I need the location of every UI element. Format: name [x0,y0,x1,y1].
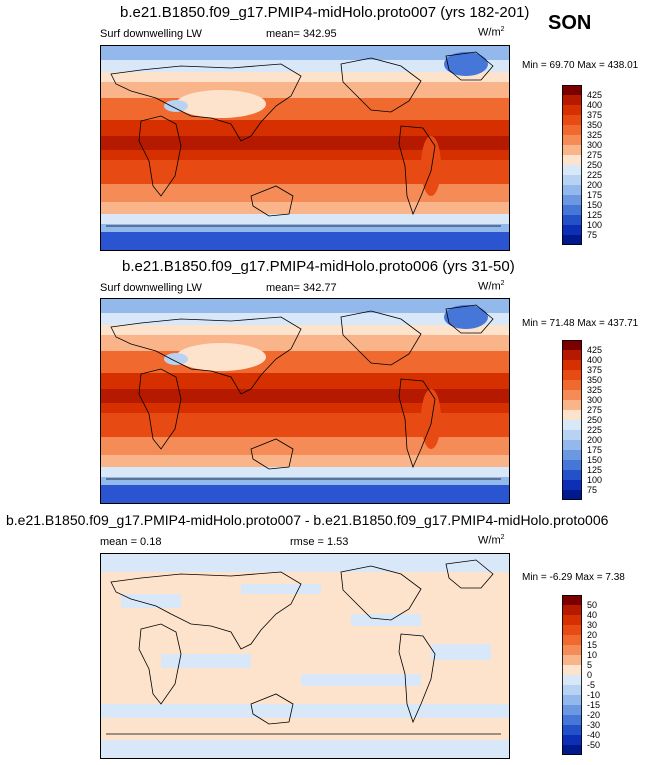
cb-label: 375 [587,110,603,120]
cb-label: 10 [587,650,598,660]
panel1-mean: mean= 342.95 [266,28,337,40]
cb-label: 200 [587,435,603,445]
cb-label: 425 [587,90,603,100]
cb-label: 300 [587,140,603,150]
panel1-units: W/m2 [478,26,505,39]
cb-label: 175 [587,445,603,455]
cb-label: 325 [587,130,603,140]
cb-label: 75 [587,230,598,240]
panel3-map [100,553,510,759]
panel1-map-svg [101,46,509,250]
panel1-variable-label: Surf downwelling LW [100,28,202,40]
cb-label: -10 [587,690,601,700]
panel3-rmse: rmse = 1.53 [290,536,349,548]
cb-label: -5 [587,680,596,690]
cb-label: 125 [587,210,603,220]
cb-label: -20 [587,710,601,720]
cb-label: 400 [587,355,603,365]
cb-label: -30 [587,720,601,730]
panel3-title: b.e21.B1850.f09_g17.PMIP4-midHolo.proto0… [6,512,609,528]
cb-label: -50 [587,740,601,750]
panel2-colorbar-svg [562,340,582,500]
cb-label: 175 [587,190,603,200]
panel3-mean: mean = 0.18 [100,536,162,548]
cb-label: 375 [587,365,603,375]
cb-label: 350 [587,120,603,130]
cb-label: 225 [587,425,603,435]
cb-label: 100 [587,475,603,485]
cb-label: 250 [587,160,603,170]
cb-label: 125 [587,465,603,475]
cb-label: 5 [587,660,593,670]
panel2-mean: mean= 342.77 [266,282,337,294]
cb-label: 325 [587,385,603,395]
cb-label: 15 [587,640,598,650]
panel1-colorbar-svg [562,85,582,245]
cb-label: 0 [587,670,593,680]
panel2-colorbar [562,340,582,500]
panel1-colorbar [562,85,582,245]
panel2-minmax: Min = 71.48 Max = 437.71 [522,318,639,329]
panel1-map [100,45,510,251]
cb-label: 275 [587,150,603,160]
cb-label: -15 [587,700,601,710]
cb-label: 150 [587,200,603,210]
panel2-variable-label: Surf downwelling LW [100,282,202,294]
panel1-title: b.e21.B1850.f09_g17.PMIP4-midHolo.proto0… [120,4,530,21]
cb-label: 75 [587,485,598,495]
panel2-map [100,298,510,504]
panel3-minmax: Min = -6.29 Max = 7.38 [522,572,625,583]
panel3-map-svg [101,554,509,758]
cb-label: 200 [587,180,603,190]
cb-label: 250 [587,415,603,425]
panel2-units: W/m2 [478,280,505,293]
season-label: SON [548,12,592,34]
cb-label: 225 [587,170,603,180]
cb-label: 150 [587,455,603,465]
panel3-colorbar-svg [562,595,582,755]
cb-label: 100 [587,220,603,230]
panel2-map-svg [101,299,509,503]
cb-label: 275 [587,405,603,415]
cb-label: 40 [587,610,598,620]
panel2-title: b.e21.B1850.f09_g17.PMIP4-midHolo.proto0… [122,258,515,275]
cb-label: -40 [587,730,601,740]
panel3-units: W/m2 [478,534,505,547]
cb-label: 50 [587,600,598,610]
panel1-minmax: Min = 69.70 Max = 438.01 [522,60,639,71]
cb-label: 400 [587,100,603,110]
panel3-colorbar [562,595,582,755]
cb-label: 20 [587,630,598,640]
cb-label: 30 [587,620,598,630]
cb-label: 350 [587,375,603,385]
cb-label: 425 [587,345,603,355]
cb-label: 300 [587,395,603,405]
